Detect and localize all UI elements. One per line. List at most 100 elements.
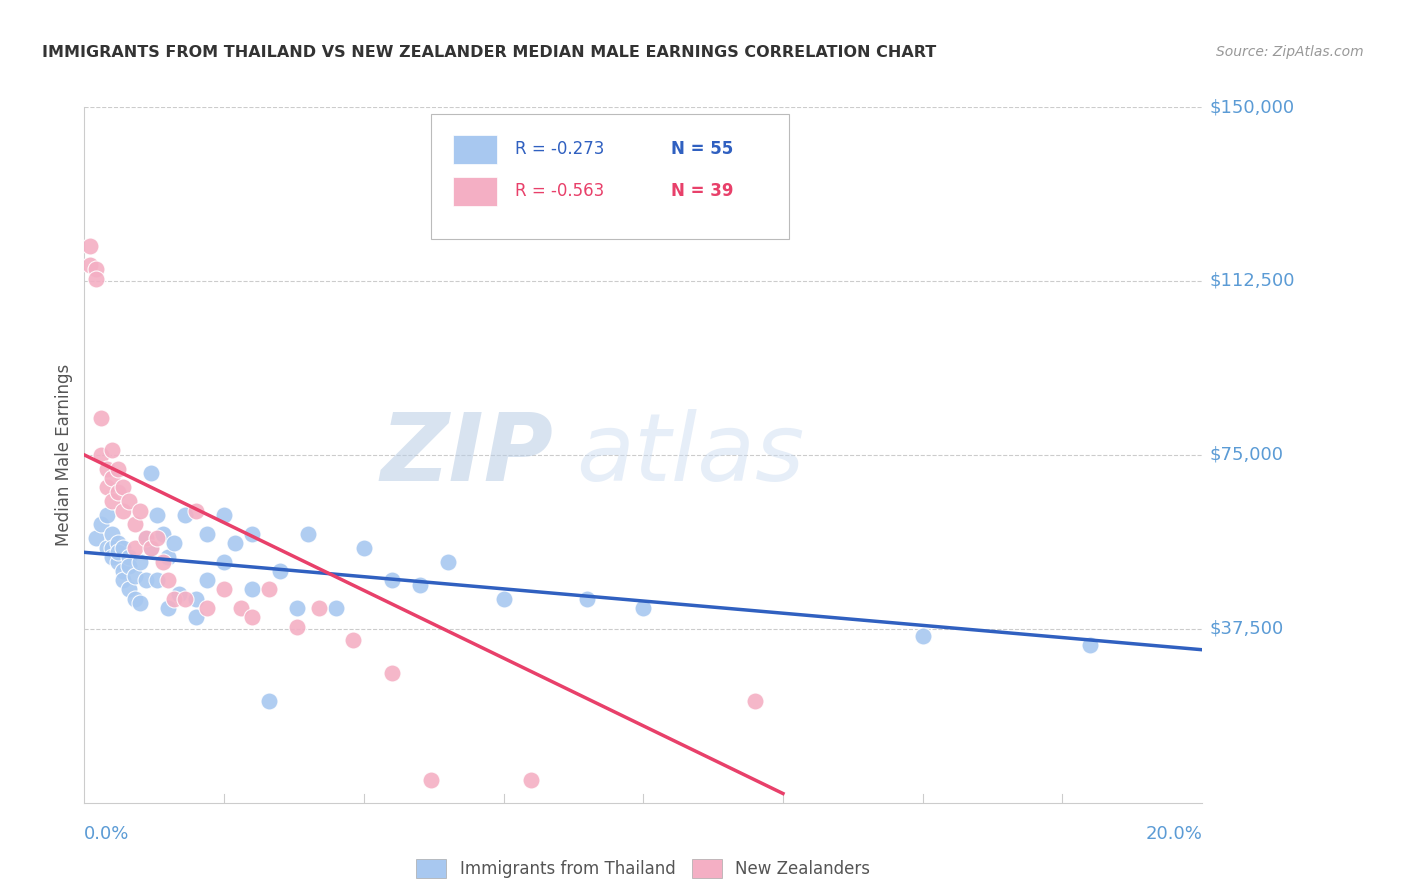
Point xyxy=(146,532,169,546)
Point xyxy=(240,610,263,624)
Point xyxy=(224,536,246,550)
Point xyxy=(163,536,186,550)
Point xyxy=(107,536,129,550)
Text: 0.0%: 0.0% xyxy=(84,825,129,843)
Point xyxy=(297,526,319,541)
Point xyxy=(240,526,263,541)
Point xyxy=(174,591,197,606)
Text: R = -0.273: R = -0.273 xyxy=(515,140,605,159)
Text: 20.0%: 20.0% xyxy=(1146,825,1202,843)
Point xyxy=(576,591,599,606)
Point xyxy=(101,526,124,541)
Point xyxy=(212,555,235,569)
Text: IMMIGRANTS FROM THAILAND VS NEW ZEALANDER MEDIAN MALE EARNINGS CORRELATION CHART: IMMIGRANTS FROM THAILAND VS NEW ZEALANDE… xyxy=(42,45,936,60)
Point xyxy=(436,555,458,569)
Point xyxy=(195,601,218,615)
Point xyxy=(353,541,375,555)
Point xyxy=(124,591,146,606)
Point xyxy=(381,665,404,680)
Point xyxy=(90,517,112,532)
Point xyxy=(381,573,404,587)
Point xyxy=(107,555,129,569)
Point xyxy=(112,573,135,587)
Point xyxy=(492,591,515,606)
Point xyxy=(107,485,129,500)
Text: $150,000: $150,000 xyxy=(1209,98,1295,116)
Text: $37,500: $37,500 xyxy=(1209,620,1284,638)
Point xyxy=(124,517,146,532)
Point xyxy=(195,526,218,541)
Point xyxy=(101,549,124,564)
Point xyxy=(129,503,152,517)
Y-axis label: Median Male Earnings: Median Male Earnings xyxy=(55,364,73,546)
Point xyxy=(135,532,157,546)
Point xyxy=(257,582,280,597)
Point xyxy=(342,633,364,648)
Point xyxy=(269,564,291,578)
Point xyxy=(96,508,118,523)
Text: N = 39: N = 39 xyxy=(671,182,734,200)
Point xyxy=(112,541,135,555)
FancyBboxPatch shape xyxy=(453,135,496,164)
Point xyxy=(152,526,174,541)
Point xyxy=(107,545,129,559)
Point xyxy=(186,591,208,606)
Point xyxy=(174,508,197,523)
Point xyxy=(141,541,163,555)
Point xyxy=(240,582,263,597)
Text: $75,000: $75,000 xyxy=(1209,446,1284,464)
Point xyxy=(107,462,129,476)
Point xyxy=(124,568,146,582)
Point xyxy=(118,582,141,597)
Point xyxy=(135,573,157,587)
Point xyxy=(112,503,135,517)
Point xyxy=(90,410,112,425)
Point xyxy=(911,629,934,643)
Point xyxy=(112,480,135,494)
Point xyxy=(146,508,169,523)
Point xyxy=(101,541,124,555)
Point xyxy=(257,694,280,708)
Point xyxy=(195,573,218,587)
Point xyxy=(129,555,152,569)
Point xyxy=(101,494,124,508)
Point xyxy=(186,610,208,624)
Point xyxy=(118,494,141,508)
Point xyxy=(325,601,347,615)
Point xyxy=(84,271,107,285)
Text: ZIP: ZIP xyxy=(381,409,554,501)
Point xyxy=(285,619,308,633)
Point xyxy=(118,559,141,574)
Point xyxy=(212,508,235,523)
Point xyxy=(146,573,169,587)
FancyBboxPatch shape xyxy=(430,114,789,239)
Point xyxy=(409,578,432,592)
Text: $112,500: $112,500 xyxy=(1209,272,1295,290)
Point xyxy=(96,480,118,494)
Point xyxy=(157,573,180,587)
Point xyxy=(84,532,107,546)
Text: atlas: atlas xyxy=(576,409,804,500)
Point xyxy=(101,443,124,458)
Point xyxy=(96,541,118,555)
Point xyxy=(744,694,766,708)
Point xyxy=(141,467,163,481)
Point xyxy=(163,591,186,606)
Point xyxy=(96,462,118,476)
FancyBboxPatch shape xyxy=(453,177,496,206)
Point xyxy=(1080,638,1102,652)
Point xyxy=(79,258,101,272)
Point xyxy=(135,532,157,546)
Point xyxy=(212,582,235,597)
Point xyxy=(84,262,107,277)
Point xyxy=(157,549,180,564)
Point xyxy=(152,555,174,569)
Point xyxy=(169,587,191,601)
Point xyxy=(141,541,163,555)
Point xyxy=(129,596,152,610)
Point xyxy=(520,772,543,787)
Point xyxy=(419,772,441,787)
Point xyxy=(90,448,112,462)
Point xyxy=(285,601,308,615)
Point xyxy=(229,601,252,615)
